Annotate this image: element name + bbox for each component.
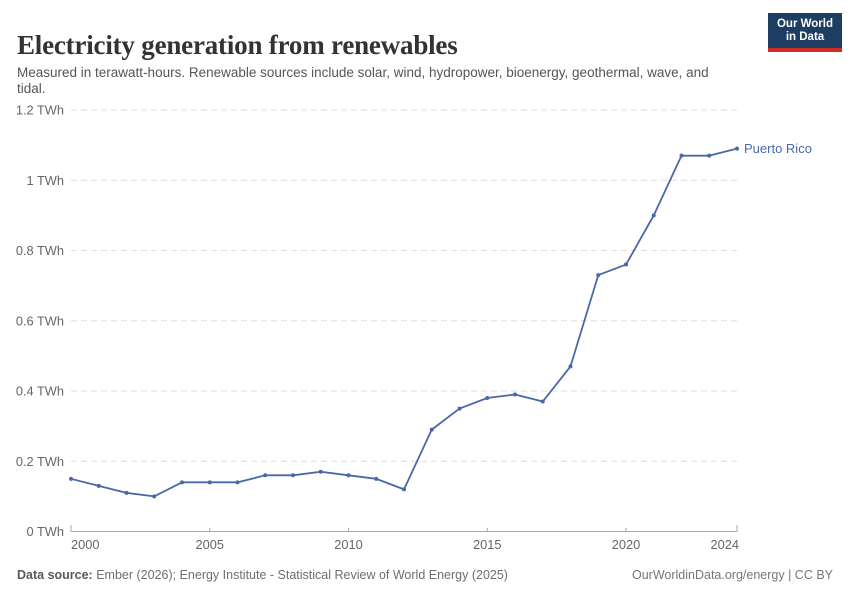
data-source-note: Data source: Ember (2026); Energy Instit… — [17, 568, 508, 582]
data-point[interactable] — [207, 480, 212, 485]
data-point[interactable] — [457, 406, 462, 411]
chart-subtitle: Measured in terawatt-hours. Renewable so… — [17, 64, 709, 97]
data-source-text: Ember (2026); Energy Institute - Statist… — [92, 568, 508, 582]
footer-attribution: OurWorldinData.org/energy | CC BY — [631, 568, 833, 582]
x-tick-label: 2000 — [71, 537, 99, 552]
data-point[interactable] — [263, 473, 268, 478]
data-point[interactable] — [596, 273, 601, 278]
data-point[interactable] — [291, 473, 295, 478]
data-point[interactable] — [235, 480, 240, 485]
y-tick-label: 0 TWh — [27, 524, 64, 539]
series-label[interactable]: Puerto Rico — [744, 141, 812, 156]
data-point[interactable] — [402, 487, 406, 492]
data-point[interactable] — [513, 392, 517, 397]
data-point[interactable] — [96, 483, 101, 488]
data-point[interactable] — [707, 153, 712, 158]
owid-logo[interactable]: Our World in Data — [768, 13, 842, 53]
data-point[interactable] — [374, 476, 379, 481]
page-title: Electricity generation from renewables — [17, 30, 458, 61]
data-point[interactable] — [318, 469, 323, 474]
x-tick-label: 2015 — [473, 537, 501, 552]
y-tick-label: 1 TWh — [27, 173, 64, 188]
owid-logo-line1: Our World — [776, 18, 833, 30]
data-point[interactable] — [152, 494, 157, 499]
owid-logo-line2: in Data — [785, 31, 825, 44]
data-point[interactable] — [485, 396, 490, 401]
series-line[interactable] — [70, 147, 738, 498]
y-tick-label: 0.4 TWh — [16, 384, 64, 399]
chart-footer: Data source: Ember (2026); Energy Instit… — [17, 568, 833, 582]
data-point[interactable] — [735, 146, 739, 151]
y-tick-label: 0.6 TWh — [16, 313, 64, 328]
x-tick-label: 2010 — [334, 537, 362, 552]
data-point[interactable] — [69, 476, 73, 481]
data-point[interactable] — [346, 473, 351, 478]
data-point[interactable] — [540, 399, 545, 404]
y-tick-label: 0.8 TWh — [16, 243, 64, 258]
data-source-label: Data source: — [17, 568, 93, 582]
data-point[interactable] — [651, 213, 656, 218]
data-point[interactable] — [124, 490, 129, 495]
x-tick-label: 2024 — [711, 537, 739, 552]
y-tick-label: 0.2 TWh — [16, 454, 64, 469]
x-tick-label: 2020 — [612, 537, 640, 552]
data-point[interactable] — [624, 262, 628, 267]
x-tick-label: 2005 — [196, 537, 224, 552]
data-point[interactable] — [180, 480, 184, 485]
data-point[interactable] — [429, 427, 434, 432]
data-point[interactable] — [568, 364, 573, 369]
data-point[interactable] — [679, 153, 684, 158]
y-tick-label: 1.2 TWh — [16, 103, 64, 118]
